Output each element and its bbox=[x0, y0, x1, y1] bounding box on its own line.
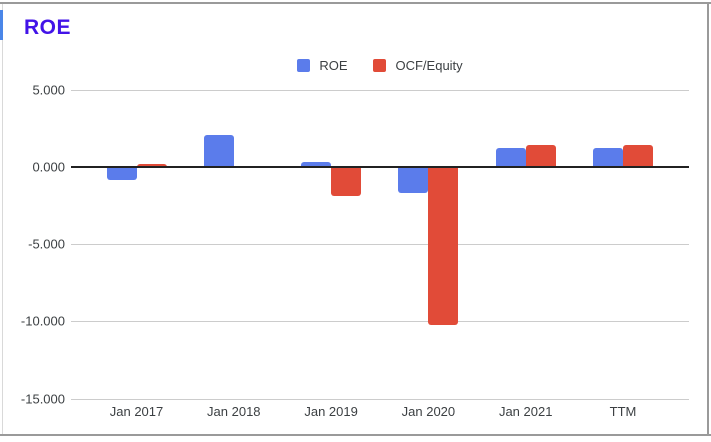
x-axis-label-ttm: TTM bbox=[609, 404, 637, 419]
axis-zero-line bbox=[71, 166, 689, 168]
bar-ocf-equity-jan-2021[interactable] bbox=[525, 145, 556, 167]
x-axis-label-jan-2019: Jan 2019 bbox=[304, 404, 358, 419]
x-axis-label-jan-2018: Jan 2018 bbox=[207, 404, 261, 419]
bar-ocf-equity-jan-2017[interactable] bbox=[136, 163, 167, 167]
x-axis-label-jan-2017: Jan 2017 bbox=[109, 404, 164, 419]
y-axis-label--15: -15.000 bbox=[20, 391, 65, 407]
sheet-selection-strip bbox=[0, 10, 3, 40]
bar-roe-jan-2018[interactable] bbox=[203, 134, 234, 167]
frame-border-top bbox=[0, 2, 711, 4]
bar-roe-jan-2017[interactable] bbox=[106, 168, 137, 181]
x-axis-label-jan-2021: Jan 2021 bbox=[498, 404, 553, 419]
bar-roe-jan-2021[interactable] bbox=[495, 148, 526, 167]
bar-roe-jan-2020[interactable] bbox=[398, 168, 429, 193]
legend-item-roe[interactable]: ROE bbox=[297, 58, 347, 73]
frame-border-bottom bbox=[0, 434, 711, 436]
x-axis-label-jan-2020: Jan 2020 bbox=[401, 404, 456, 419]
y-axis-label--5: -5.000 bbox=[28, 236, 65, 252]
bar-ocf-equity-jan-2019[interactable] bbox=[331, 168, 362, 196]
y-axis-label-5: 5.000 bbox=[32, 82, 65, 98]
legend-swatch-roe bbox=[297, 58, 311, 72]
legend-swatch-ocf-equity bbox=[373, 58, 387, 72]
legend-item-ocf-equity[interactable]: OCF/Equity bbox=[373, 57, 463, 73]
frame-border-right bbox=[707, 2, 709, 436]
legend-label-roe: ROE bbox=[319, 57, 348, 73]
gridline--15 bbox=[71, 398, 689, 400]
gridline--5 bbox=[71, 244, 689, 246]
gridline--10 bbox=[71, 321, 689, 323]
bar-ocf-equity-jan-2020[interactable] bbox=[428, 168, 459, 326]
y-axis-label--10: -10.000 bbox=[20, 313, 65, 329]
bar-ocf-equity-ttm[interactable] bbox=[623, 145, 653, 167]
legend: ROE OCF/Equity bbox=[71, 57, 689, 73]
bar-roe-ttm[interactable] bbox=[593, 148, 623, 167]
bar-roe-jan-2019[interactable] bbox=[301, 162, 332, 167]
chart-title: ROE bbox=[24, 16, 72, 39]
gridline-5 bbox=[71, 89, 689, 91]
sheet-gridline bbox=[2, 4, 3, 434]
legend-label-ocf-equity: OCF/Equity bbox=[395, 57, 463, 73]
y-axis-label-0: 0.000 bbox=[32, 159, 65, 175]
